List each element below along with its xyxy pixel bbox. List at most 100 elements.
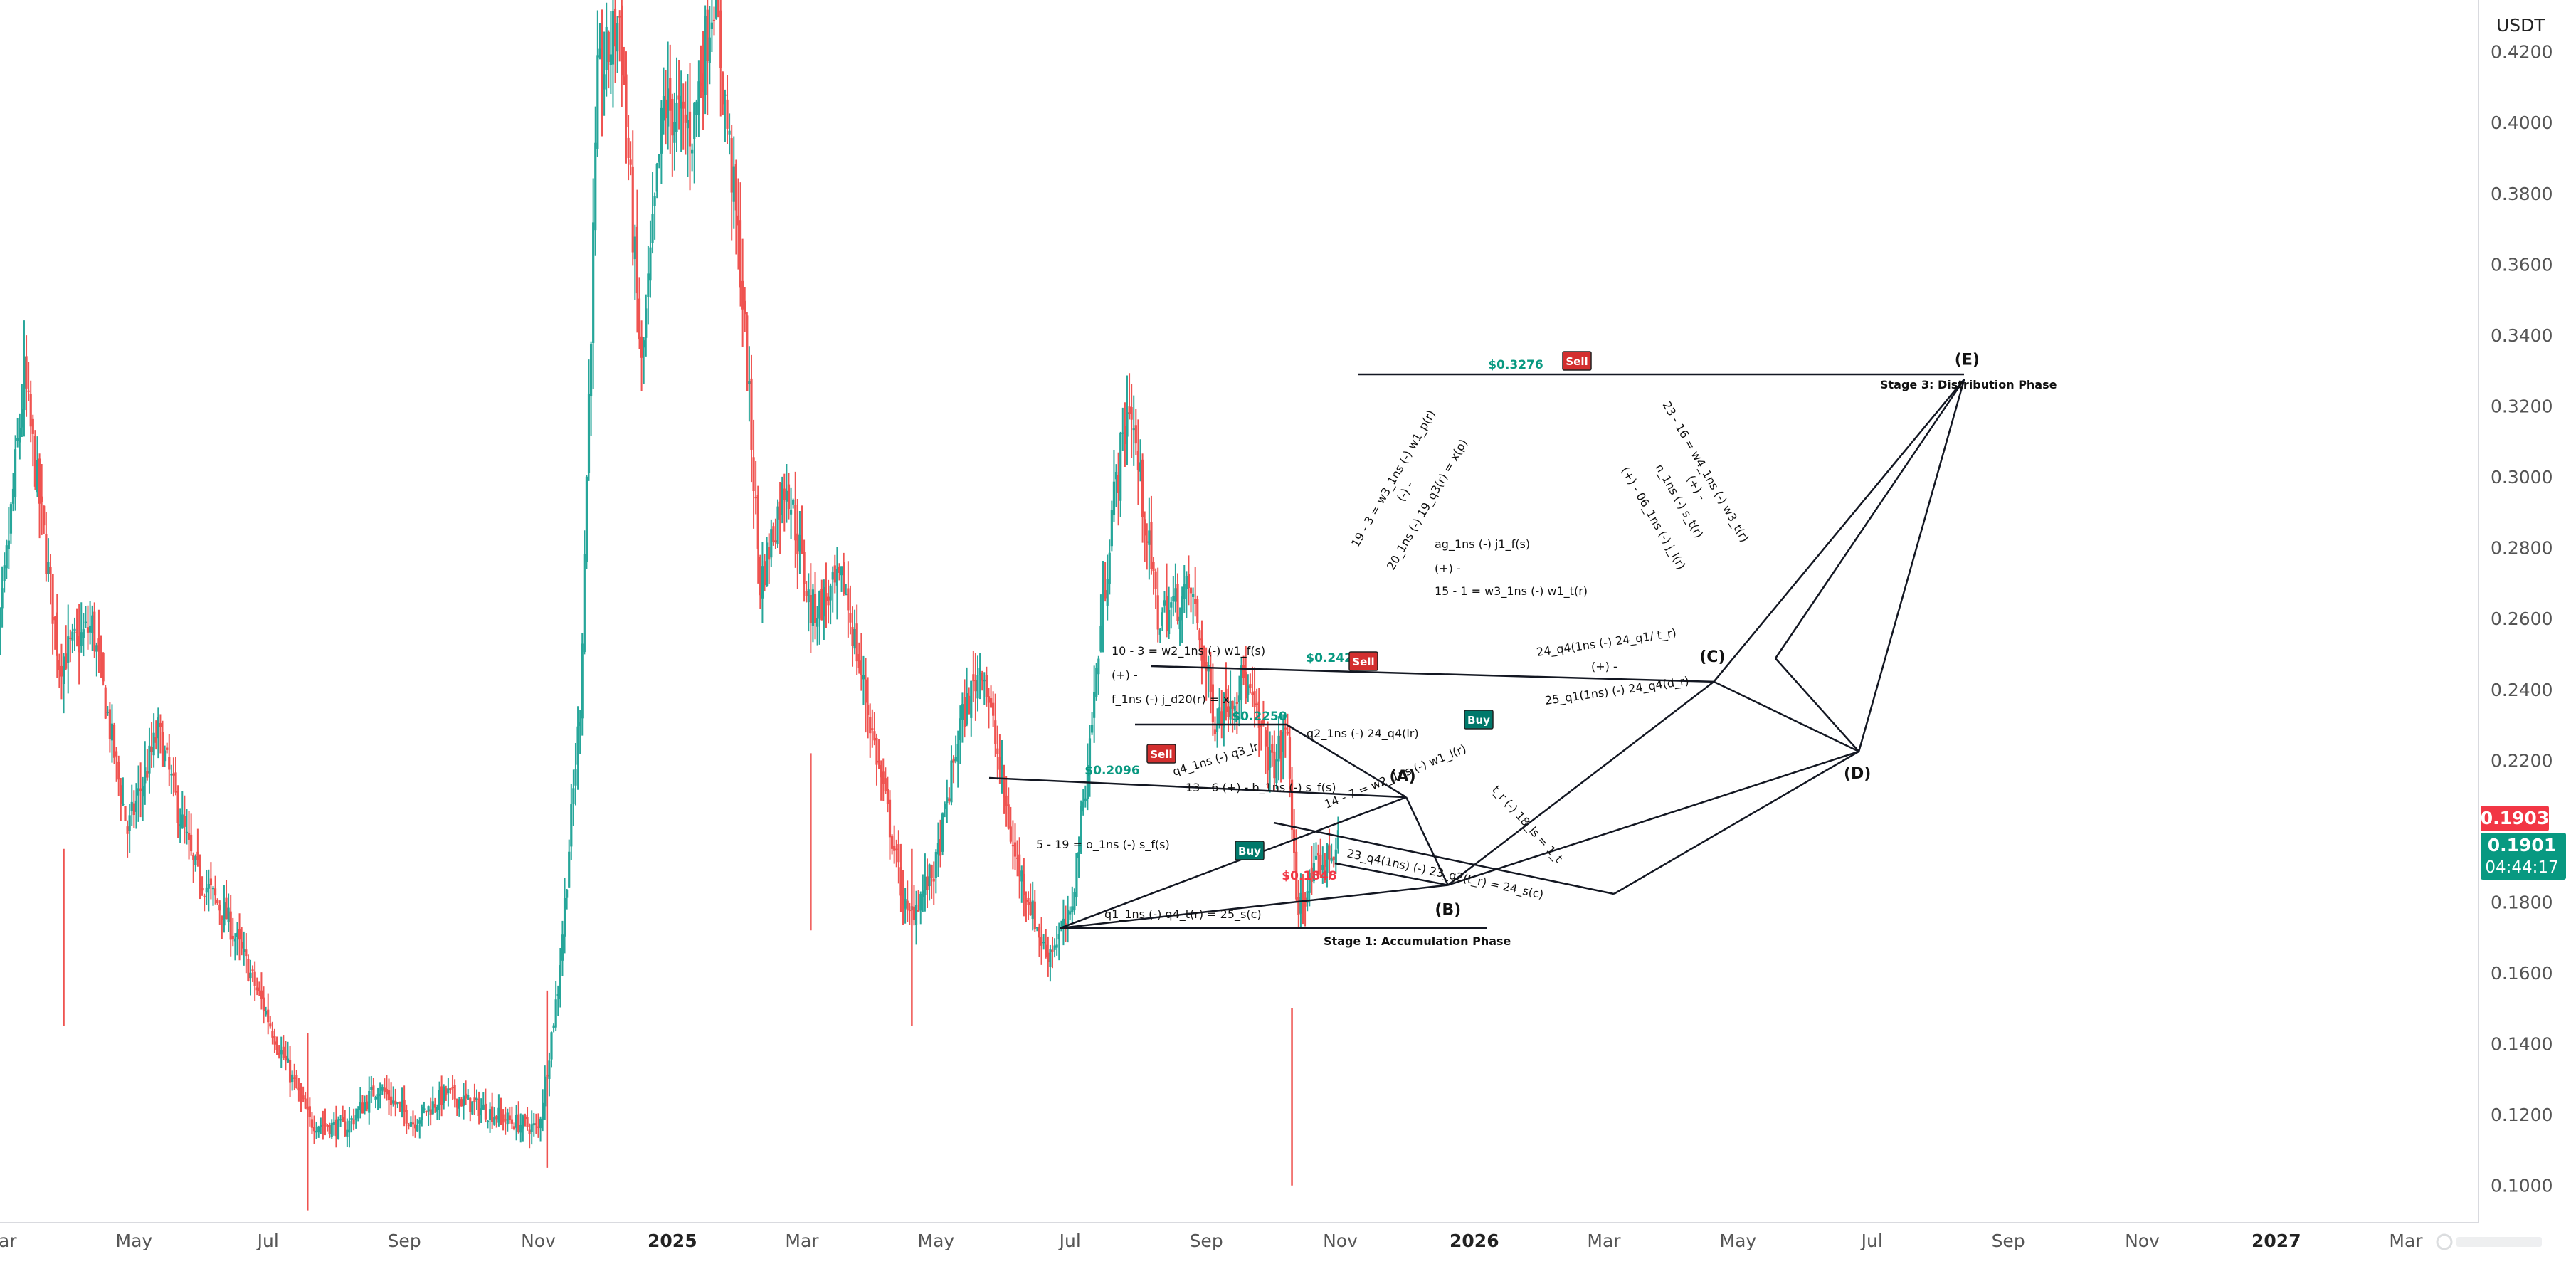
candle-body [570,804,573,847]
candle-body [1223,693,1225,728]
candle-body [748,381,751,384]
candle-body [778,501,781,520]
candle-body [273,1036,276,1045]
candle-body [174,772,177,793]
candle-body [1073,892,1076,911]
candle-body [1102,586,1104,633]
candle-body [1097,658,1100,675]
candle-body [213,888,217,896]
candle-body [691,149,694,154]
candle-body [1205,662,1208,671]
candle-body [176,791,179,823]
candle-body [337,1119,340,1139]
sell-signal-badge: Sell [1348,651,1378,671]
formula-annotation: q2_1ns (-) 24_q4(lr) [1307,727,1419,741]
candle-body [473,1097,476,1102]
candle-body [405,1110,408,1124]
candle-body [310,1119,314,1128]
candle-body [366,1101,369,1110]
candle-body [647,273,650,297]
candle-body [818,591,821,619]
candle-body [1284,727,1287,730]
leg-b-c [1447,680,1715,886]
candle-body [985,675,988,697]
candle-body [157,717,159,739]
level-0.2096 [988,776,1407,799]
candle-body [1003,765,1005,798]
candle-body [142,786,144,797]
candle-body [1136,451,1140,470]
price-axis[interactable]: USDT 0.4200 0.4000 0.3800 0.3600 0.3400 0.320… [2491,15,2553,1196]
price-tick-label: 0.1600 [2491,963,2553,984]
candle-body [1117,475,1120,493]
candle-body [1023,873,1025,895]
tradingview-logo-icon [2436,1233,2542,1250]
candle-body [1237,695,1241,703]
candle-body [464,1093,468,1099]
candle-body [607,31,610,62]
badge-label: Sell [1150,748,1172,761]
candle-body [756,495,759,549]
candle-body [704,16,707,95]
candle-body [43,505,46,526]
candle-body [526,1117,529,1127]
candle-body [480,1108,482,1116]
candle-body [1163,600,1166,606]
candle-body [583,554,586,653]
candle-body [233,938,236,942]
candle-body [677,95,680,100]
candle-body [581,643,584,719]
candle-body [348,1120,351,1133]
candle-body [1053,945,1056,950]
candle-body [693,102,696,139]
candle-body [1233,705,1236,711]
candle-body [284,1055,287,1061]
candle-body [888,799,892,838]
leg-d-right [1775,658,1860,752]
candle-body [488,1109,492,1120]
candle-body [403,1100,406,1112]
candle-body [544,1076,547,1107]
candle-body [948,798,951,801]
candle-body [80,632,83,646]
candle-body [801,535,803,549]
candle-body [1124,426,1126,444]
stage-title: Stage 1: Accumulation Phase [1324,934,1511,948]
candle-body [1154,571,1157,589]
candle-body [862,675,865,680]
candle-body [530,1124,533,1132]
candle-body [732,166,735,202]
candle-body [1310,867,1313,882]
candle-body [537,1126,540,1128]
candle-body [1,588,4,609]
candle-body [1282,732,1284,752]
candle-body [231,935,234,939]
candle-body [475,1097,478,1100]
candle-body [752,457,755,492]
candle-body [1251,692,1254,695]
candle-body [41,496,43,502]
candle-body [618,16,621,18]
time-axis[interactable]: Mar May Jul Sep Nov 2025 Mar May Jul Sep Nov 2026 Ma… [0,1231,2423,1251]
candle-body [71,631,74,641]
candle-body [334,1119,338,1137]
candle-body [1080,806,1082,853]
candle-body [227,907,230,922]
candle-body [326,1125,329,1127]
candle-body [75,631,78,633]
candle-body [1227,706,1230,717]
candle-body [877,760,880,763]
candle-body [954,757,957,762]
candle-body [320,1125,322,1127]
candle-body [671,98,674,136]
candle-body [112,725,116,758]
candle-body [144,767,147,784]
candle-body [517,1114,520,1132]
candle-body [833,565,836,583]
candle-body [658,154,660,162]
candle-body [163,750,167,762]
candle-body [376,1094,379,1100]
candle-body [243,949,246,952]
